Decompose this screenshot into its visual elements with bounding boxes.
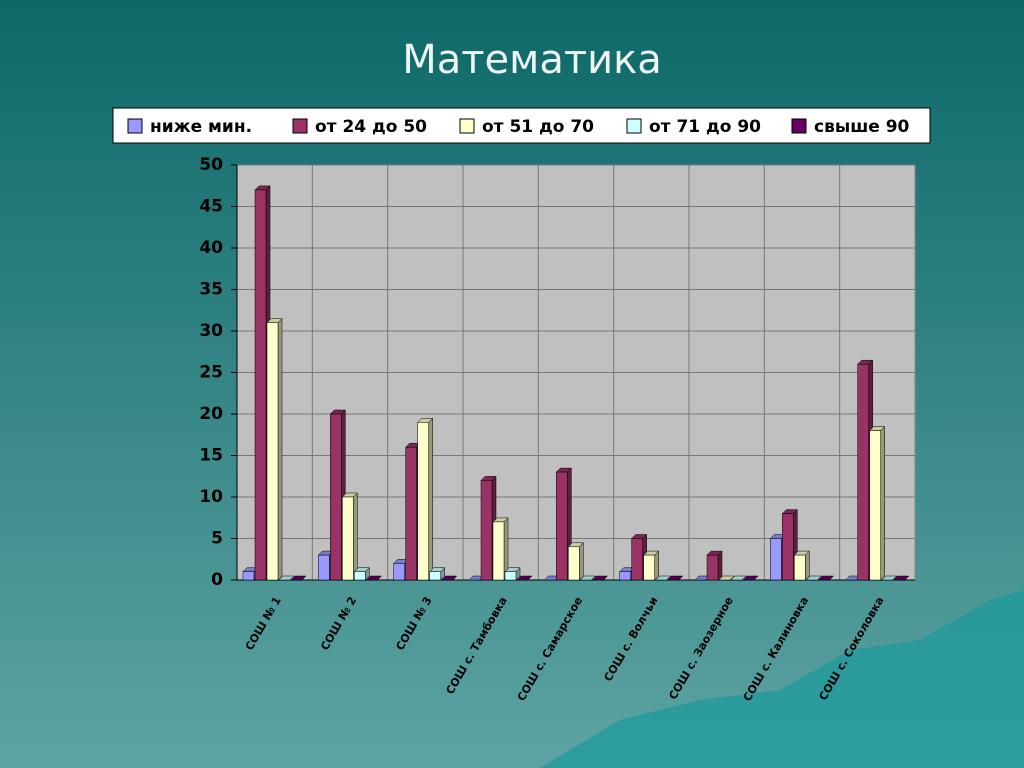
bar-top [655, 575, 672, 581]
bar [480, 480, 493, 581]
y-tick-label: 20 [199, 404, 223, 424]
y-tick-label: 15 [199, 446, 223, 466]
bar [330, 413, 342, 581]
legend-label: от 71 до 90 [649, 117, 761, 137]
bar-top [893, 575, 910, 581]
bar-top [441, 575, 458, 581]
bar [619, 571, 631, 581]
y-tick-label: 10 [199, 487, 223, 507]
y-tick-label: 35 [199, 280, 223, 300]
y-tick-label: 25 [199, 363, 223, 383]
bar [242, 571, 255, 581]
bar-top [805, 575, 822, 581]
bar-side [579, 542, 584, 581]
bar [429, 571, 441, 581]
legend-swatch [127, 118, 143, 134]
legend-swatch [459, 118, 475, 134]
legend-label: свыше 90 [814, 117, 910, 137]
bar [869, 430, 881, 581]
chart-title: Математика [402, 37, 662, 83]
y-tick-label: 30 [199, 321, 223, 341]
bar [318, 554, 330, 581]
bar-top [591, 575, 608, 581]
bar [631, 538, 643, 581]
bar [794, 554, 806, 581]
bar-top [516, 575, 533, 581]
bar [504, 571, 517, 581]
bar-top [290, 575, 307, 581]
bar [568, 546, 580, 581]
bar [266, 322, 279, 581]
bar [417, 422, 429, 581]
bar [492, 521, 505, 581]
bar-top [718, 575, 735, 581]
bar [857, 363, 869, 581]
bar-side [717, 550, 723, 581]
legend-label: от 51 до 70 [482, 117, 594, 137]
bar-top [881, 575, 898, 581]
bar [706, 554, 719, 581]
bar-side [805, 550, 810, 581]
legend-swatch [626, 118, 642, 134]
y-tick-label: 50 [199, 155, 223, 175]
bar-side [654, 550, 659, 581]
legend-swatch [791, 118, 807, 134]
bar [643, 554, 655, 581]
bar-top [730, 575, 747, 581]
bar [770, 538, 782, 581]
decoration [540, 590, 1024, 768]
y-tick-label: 5 [211, 529, 223, 549]
bar-side [353, 492, 358, 581]
bar [393, 563, 405, 581]
y-tick-label: 40 [199, 238, 223, 258]
bar-top [579, 575, 596, 581]
bar-side [428, 417, 433, 581]
bar-top [278, 575, 295, 581]
bar [556, 471, 568, 581]
y-tick-label: 45 [199, 197, 223, 217]
legend-swatch [292, 118, 308, 134]
bar [254, 189, 267, 581]
bar-side [277, 318, 283, 581]
y-tick-label: 0 [211, 570, 223, 590]
bar [354, 571, 366, 581]
bar [405, 446, 417, 581]
bar-top [365, 575, 382, 581]
bar-top [667, 575, 684, 581]
legend-label: ниже мин. [150, 117, 252, 137]
bar [782, 513, 794, 581]
bar-side [880, 425, 885, 581]
bar-top [742, 575, 759, 581]
bar-top [817, 575, 834, 581]
legend-label: от 24 до 50 [315, 117, 427, 137]
bar [342, 496, 354, 581]
